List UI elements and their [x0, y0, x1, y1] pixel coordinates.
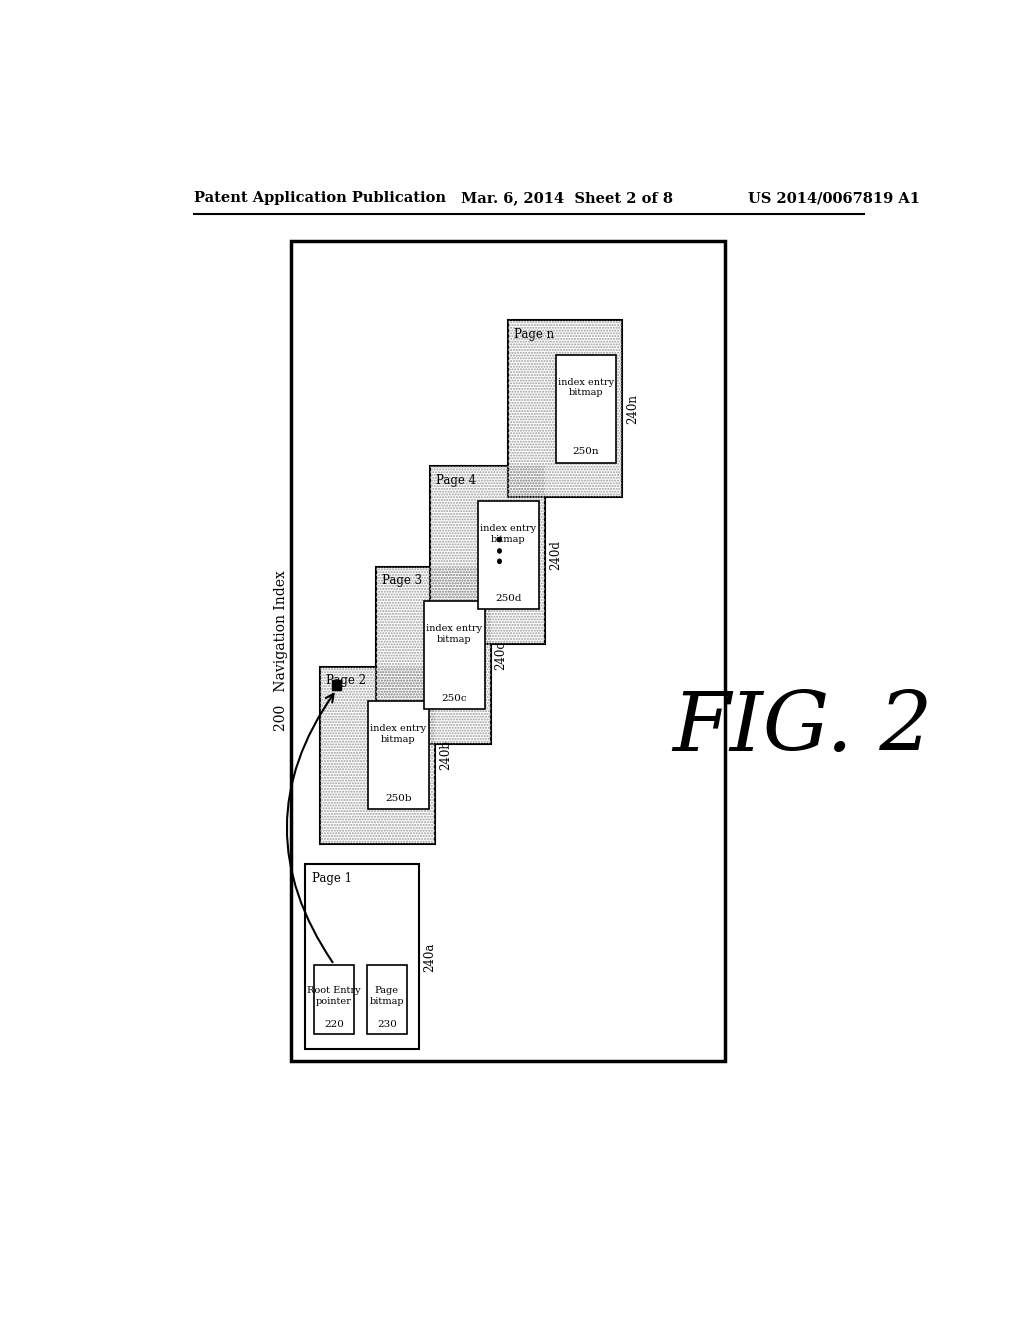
- Bar: [332, 681, 341, 689]
- Bar: [508, 321, 623, 498]
- Bar: [424, 601, 484, 709]
- Text: FIG. 2: FIG. 2: [672, 688, 933, 768]
- Text: Patent Application Publication: Patent Application Publication: [194, 191, 445, 206]
- Text: Mar. 6, 2014  Sheet 2 of 8: Mar. 6, 2014 Sheet 2 of 8: [461, 191, 673, 206]
- Text: 250c: 250c: [441, 694, 467, 702]
- Bar: [376, 566, 490, 743]
- Text: Page
bitmap: Page bitmap: [370, 986, 404, 1006]
- Text: US 2014/0067819 A1: US 2014/0067819 A1: [748, 191, 920, 206]
- Text: Page 1: Page 1: [312, 873, 352, 886]
- Text: index entry
bitmap: index entry bitmap: [371, 725, 427, 743]
- Text: Page 4: Page 4: [436, 474, 476, 487]
- Text: index entry
bitmap: index entry bitmap: [426, 624, 482, 644]
- Text: 250b: 250b: [385, 793, 412, 803]
- Bar: [367, 965, 407, 1034]
- Bar: [430, 466, 545, 644]
- Bar: [321, 667, 435, 843]
- Bar: [376, 566, 490, 743]
- Text: Root Entry
pointer: Root Entry pointer: [307, 986, 361, 1006]
- Text: 250d: 250d: [496, 594, 522, 602]
- Text: 250n: 250n: [572, 447, 599, 457]
- Bar: [478, 502, 539, 609]
- Text: 240d: 240d: [549, 540, 562, 570]
- Bar: [291, 240, 725, 1061]
- Text: 240a: 240a: [423, 942, 436, 972]
- Text: Page 2: Page 2: [327, 675, 367, 688]
- Bar: [430, 466, 545, 644]
- Bar: [508, 321, 623, 498]
- Bar: [321, 667, 435, 843]
- Text: 210 Root Page: 210 Root Page: [305, 902, 397, 915]
- Bar: [305, 865, 420, 1049]
- Text: Page n: Page n: [514, 327, 554, 341]
- Text: 220: 220: [325, 1020, 344, 1030]
- Text: 200   Navigation Index: 200 Navigation Index: [274, 570, 289, 731]
- Bar: [369, 701, 429, 809]
- Text: 230: 230: [377, 1020, 396, 1030]
- Text: Page 3: Page 3: [382, 574, 422, 587]
- Bar: [314, 965, 354, 1034]
- Bar: [556, 355, 616, 462]
- Text: 240b: 240b: [438, 741, 452, 770]
- FancyArrowPatch shape: [287, 694, 334, 962]
- Text: 240c: 240c: [495, 640, 508, 669]
- Text: index entry
bitmap: index entry bitmap: [558, 378, 614, 397]
- Text: index entry
bitmap: index entry bitmap: [480, 524, 537, 544]
- Text: •••: •••: [490, 531, 509, 565]
- Text: 240n: 240n: [627, 393, 639, 424]
